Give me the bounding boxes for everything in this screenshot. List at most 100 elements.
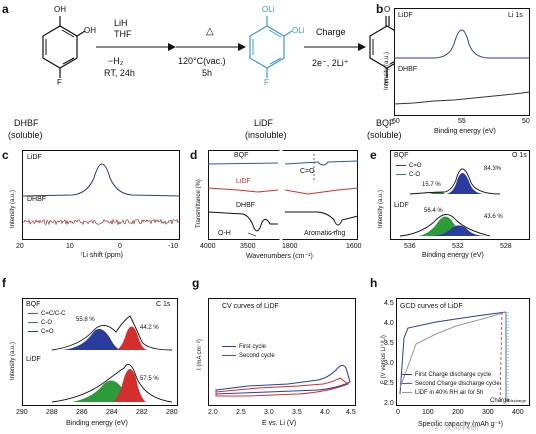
dhbf-structure (42, 16, 86, 78)
panel-label-e: e (370, 148, 377, 162)
panel-c-curves (21, 163, 181, 226)
g-xlabel: E vs. Li (V) (262, 420, 297, 427)
d-ylabel: Transmittance (%) (196, 179, 202, 228)
f-tick-4: 282 (136, 409, 148, 416)
e-legend-2-label: C-O (409, 172, 420, 178)
f-tick-0: 290 (16, 409, 28, 416)
g-tick-4: 4.0 (320, 409, 330, 416)
g-tick-5: 4.5 (346, 409, 356, 416)
panel-d-curves (207, 150, 359, 240)
panel-e-frame (390, 150, 530, 240)
g-ylabel: I (mA cm⁻²) (197, 339, 203, 370)
d-tick-2: 1800 (282, 243, 298, 250)
g-tick-1: 2.5 (236, 409, 246, 416)
bqf-sub: (soluble) (367, 130, 402, 140)
lidf-name: LiDF (254, 118, 274, 128)
h-legend-1-swatch (402, 373, 412, 375)
panel-b-frame (394, 8, 530, 116)
f-legend-2-label: C-O (41, 320, 52, 326)
h-xtick-2: 200 (452, 409, 464, 416)
b-corner: Li 1s (508, 12, 523, 19)
f-p1: 55.8 % (76, 317, 95, 323)
h-ytick-1: 2.5 (384, 380, 394, 387)
panel-label-c: c (2, 148, 9, 162)
e-tick-2: 528 (500, 243, 512, 250)
e-legend-2: C-O (396, 172, 420, 178)
panel-b-curves (393, 29, 531, 105)
h-charge: Charge (490, 398, 510, 404)
f-tick-2: 286 (76, 409, 88, 416)
h-xtick-4: 400 (512, 409, 524, 416)
panel-label-d: d (190, 148, 198, 162)
e-legend-1-swatch (396, 164, 406, 166)
panel-h-curves (399, 311, 509, 403)
f-tick-5: 280 (166, 409, 178, 416)
f-legend-3: C=O (28, 329, 54, 335)
c-tick-0: 20 (16, 243, 24, 250)
lidf-f: F (264, 78, 269, 87)
c-ylabel: Intensity (a.u.) (10, 189, 16, 228)
b-tick-0: 60 (392, 118, 400, 125)
d-dhbf: DHBF (236, 202, 256, 209)
h-legend-2: Second Charge discharge cycle (402, 381, 500, 387)
reaction-arrow-3 (304, 43, 366, 51)
r2-bot1: 120°C(vac.) (178, 56, 226, 66)
f-legend-1-label: C=C/C-C (41, 311, 66, 317)
e-legend-1: C=O (396, 163, 422, 169)
f-legend-3-label: C=O (41, 329, 54, 335)
panel-e-curves (399, 168, 501, 237)
e-tick-1: 532 (452, 243, 464, 250)
panel-g-curves (215, 364, 351, 397)
e-lidf: LiDF (394, 202, 409, 209)
r2-bot2: 5h (202, 68, 213, 78)
g-tick-0: 2.0 (208, 409, 218, 416)
c-tick-2: 0 (118, 243, 122, 250)
panel-label-g: g (192, 276, 200, 290)
h-ytick-4: 4.0 (384, 320, 394, 327)
lidf-oli-1: OLi (262, 5, 275, 14)
h-ytick-5: 4.5 (384, 300, 394, 307)
reaction-arrow-2 (176, 43, 246, 51)
h-xtick-1: 100 (422, 409, 434, 416)
panel-d-frame (208, 150, 358, 240)
e-p3: 56.4 % (424, 208, 443, 214)
f-legend-2: C-O (28, 320, 52, 326)
h-legend-3: LiDF in 40% RH air for 5h (402, 390, 483, 396)
reaction-arrow-1 (96, 43, 176, 51)
b-xlabel: Binding energy (eV) (434, 128, 496, 135)
e-p1: 15.7 % (422, 182, 441, 188)
r3-top: Charge (316, 27, 346, 37)
r1-top1: LiH (114, 18, 128, 28)
watermark: ② 大师科研 (432, 422, 480, 432)
b-ylabel: Intensity (a.u.) (384, 51, 390, 90)
h-ytick-3: 3.5 (384, 340, 394, 347)
c-tick-3: -10 (168, 243, 179, 250)
panel-label-b: b (376, 2, 384, 16)
lidf-structure (249, 16, 293, 78)
g-legend-1: First cycle (222, 344, 266, 350)
dhbf-oh-2: OH (84, 26, 96, 35)
f-xlabel: Binding energy (eV) (66, 420, 128, 427)
g-tick-2: 3.0 (264, 409, 274, 416)
e-legend-2-swatch (396, 173, 406, 175)
h-ytick-0: 2.0 (384, 400, 394, 407)
h-title: GCD curves of LiDF (400, 303, 463, 310)
c-xlabel: ⁷Li shift (ppm) (80, 252, 123, 259)
h-legend-2-swatch (402, 382, 412, 384)
panel-label-f: f (2, 276, 6, 290)
g-legend-2-swatch (222, 354, 236, 356)
f-ylabel: Intensity (a.u.) (10, 341, 16, 380)
f-lidf: LiDF (26, 356, 41, 363)
panel-f-frame (22, 298, 178, 406)
dhbf-sub: (soluble) (8, 130, 43, 140)
h-legend-2-label: Second Charge discharge cycle (415, 381, 500, 387)
b-tick-1: 55 (458, 118, 466, 125)
f-tick-3: 284 (106, 409, 118, 416)
lidf-sub: (insoluble) (245, 130, 287, 140)
h-legend-3-label: LiDF in 40% RH air for 5h (415, 390, 484, 396)
r1-bot1: −H₂ (108, 56, 124, 66)
panel-label-h: h (370, 276, 378, 290)
f-legend-1: C=C/C-C (28, 311, 66, 317)
h-discharge: Discharge (508, 398, 527, 403)
dhbf-oh-1: OH (54, 5, 66, 14)
